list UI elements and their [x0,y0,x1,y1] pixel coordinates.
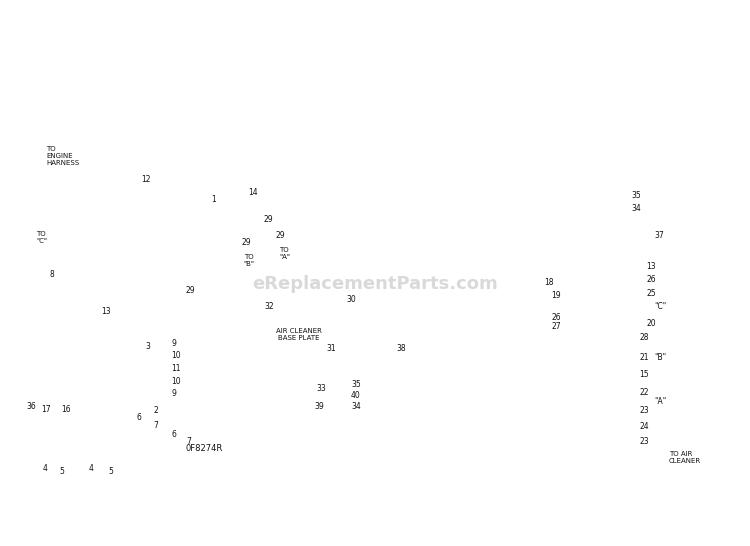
Text: 24: 24 [639,423,649,431]
Text: TO
"C": TO "C" [36,231,47,244]
Text: 29: 29 [242,239,251,247]
Text: TO
ENGINE
HARNESS: TO ENGINE HARNESS [46,146,80,165]
Text: 12: 12 [141,175,151,183]
Text: 16: 16 [62,405,71,414]
Text: TO
"B": TO "B" [244,254,255,268]
Text: 19: 19 [551,292,561,300]
Text: 10: 10 [171,377,181,385]
Text: 38: 38 [396,344,406,353]
Text: 27: 27 [551,322,561,331]
Text: 14: 14 [249,188,258,197]
Text: 29: 29 [276,232,286,240]
Text: 21: 21 [639,353,649,362]
Text: 11: 11 [171,364,181,373]
Text: 1: 1 [211,195,216,204]
Text: 37: 37 [654,232,664,240]
Text: 5: 5 [109,467,113,476]
Text: 17: 17 [41,405,51,414]
Text: 8: 8 [50,270,54,278]
Text: 9: 9 [171,389,176,397]
Text: 20: 20 [646,319,656,328]
Text: 26: 26 [646,275,656,284]
Text: 33: 33 [316,384,326,393]
Text: 0F8274R: 0F8274R [185,444,223,453]
Text: 28: 28 [639,333,649,342]
Text: 7: 7 [154,422,159,430]
Text: 13: 13 [101,307,111,316]
Text: 6: 6 [171,430,176,438]
Text: 35: 35 [351,381,361,389]
Text: "A": "A" [654,397,666,406]
Text: 5: 5 [59,467,64,476]
Text: 29: 29 [264,215,274,224]
Text: "B": "B" [654,353,666,362]
Text: 34: 34 [351,402,361,411]
Text: 15: 15 [639,370,649,378]
Text: 13: 13 [646,262,656,271]
Text: 23: 23 [639,406,649,415]
Text: "C": "C" [654,302,666,311]
Text: TO AIR
CLEANER: TO AIR CLEANER [669,451,701,464]
Text: 40: 40 [351,391,361,400]
Text: 23: 23 [639,437,649,446]
Text: 39: 39 [314,402,324,411]
Text: 29: 29 [186,286,196,295]
Text: 3: 3 [146,342,150,351]
Text: 36: 36 [26,402,36,411]
Text: 10: 10 [171,352,181,360]
Text: 4: 4 [89,464,94,473]
Text: 2: 2 [154,406,158,415]
Text: 22: 22 [639,388,649,396]
Text: AIR CLEANER
BASE PLATE: AIR CLEANER BASE PLATE [275,328,322,341]
Text: TO
"A": TO "A" [279,247,290,260]
Text: 7: 7 [186,437,190,446]
Text: 30: 30 [346,295,356,304]
Text: 26: 26 [551,313,561,322]
Text: 4: 4 [43,464,47,473]
Text: eReplacementParts.com: eReplacementParts.com [252,275,498,293]
Text: 9: 9 [171,340,176,348]
Text: 35: 35 [632,191,641,200]
Text: 18: 18 [544,278,554,287]
Text: 31: 31 [326,344,336,353]
Text: 32: 32 [264,302,274,311]
Text: 25: 25 [646,289,656,298]
Text: 6: 6 [136,413,141,422]
Text: 34: 34 [632,204,641,213]
